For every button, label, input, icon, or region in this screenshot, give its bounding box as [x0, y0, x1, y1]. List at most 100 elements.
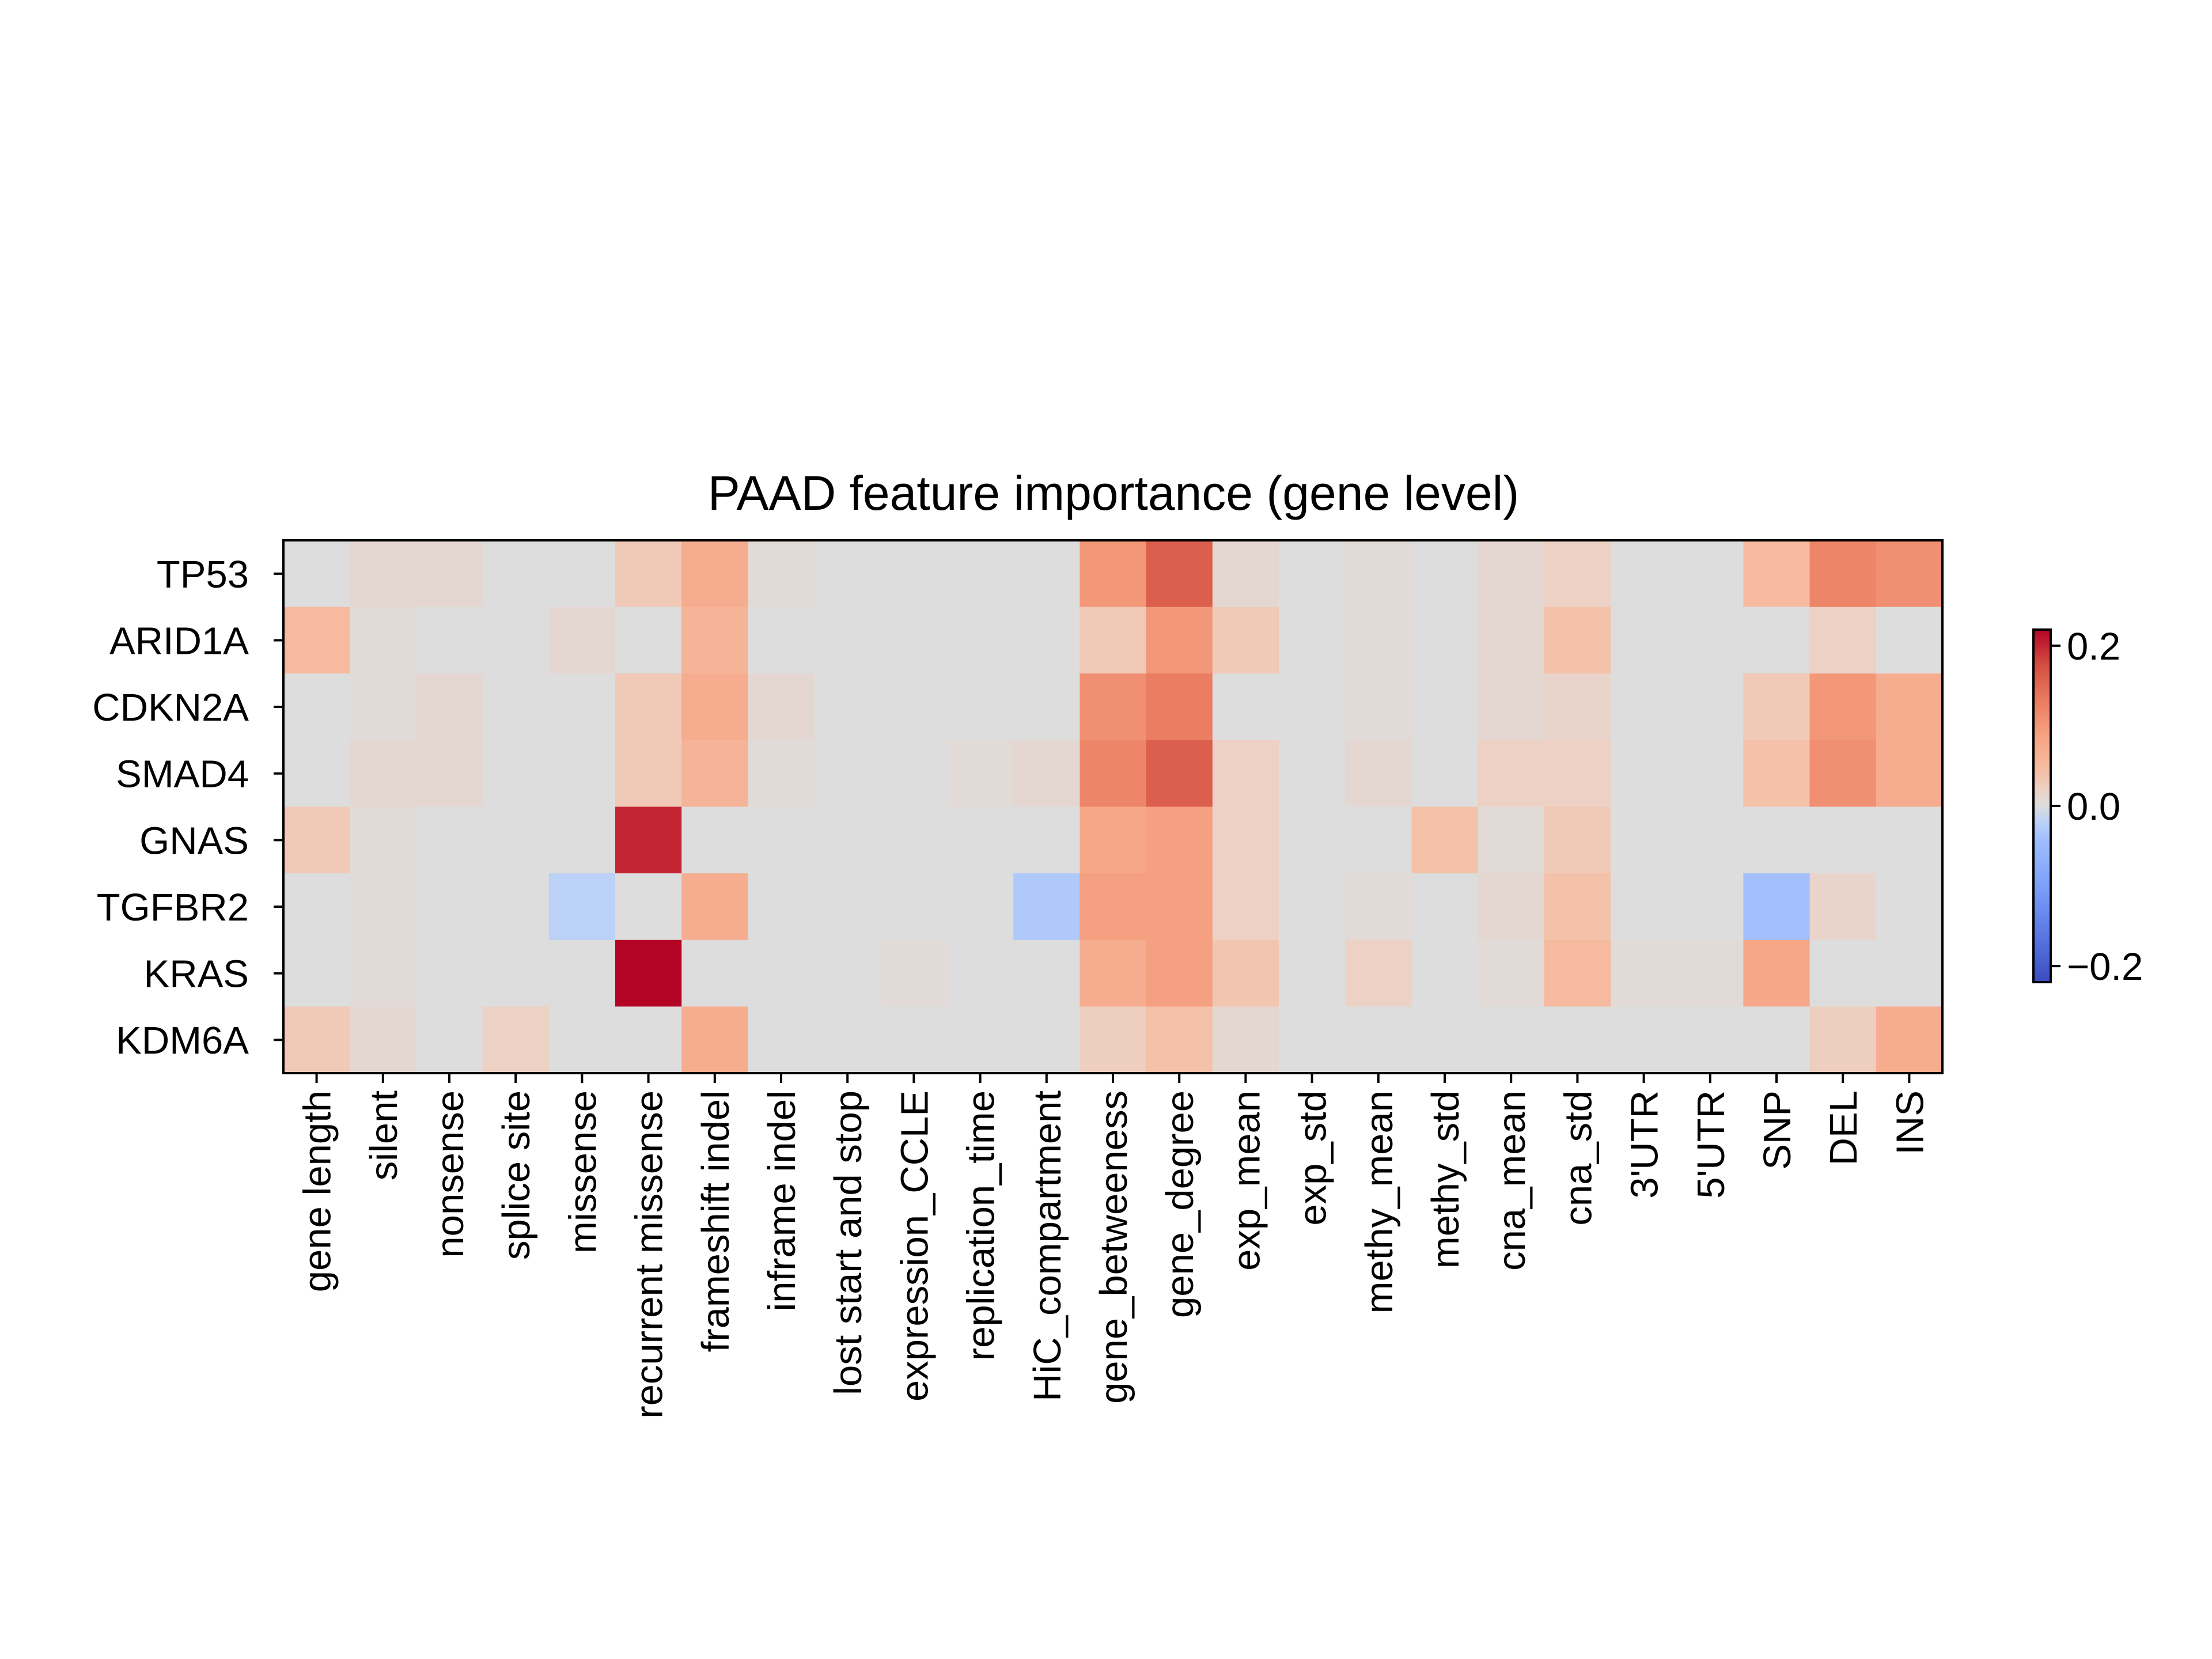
heatmap-cell [1279, 940, 1346, 1007]
heatmap-cell [283, 540, 350, 608]
colorbar-ticks: 0.2 0.0 −0.2 [2051, 625, 2143, 988]
heatmap-cell [1743, 873, 1810, 941]
heatmap-cell [1080, 940, 1147, 1007]
heatmap-cell [416, 940, 483, 1007]
heatmap-cell [748, 940, 815, 1007]
heatmap-cell [1677, 940, 1744, 1007]
heatmap-cell [748, 540, 815, 608]
heatmap-cell [1013, 806, 1080, 874]
heatmap-cell [1013, 1006, 1080, 1074]
heatmap-cell [482, 806, 550, 874]
heatmap-cell [947, 673, 1014, 741]
heatmap-cell [1013, 673, 1080, 741]
heatmap-cell [1611, 740, 1677, 808]
heatmap-cell [1411, 540, 1479, 608]
heatmap-cell [283, 940, 350, 1007]
heatmap-cell [1611, 873, 1677, 941]
heatmap-cell [748, 806, 815, 874]
heatmap-cell [1013, 540, 1080, 608]
heatmap-cell [615, 607, 682, 674]
heatmap-cell [1013, 940, 1080, 1007]
heatmap-cell [947, 873, 1014, 941]
heatmap-cell [947, 940, 1014, 1007]
heatmap-cell [416, 673, 483, 741]
heatmap-cell [1809, 607, 1877, 674]
heatmap-cell [681, 873, 748, 941]
column-label: silent [362, 1090, 406, 1181]
heatmap-cell [814, 673, 881, 741]
row-label: SMAD4 [116, 753, 249, 796]
heatmap-cell [1677, 1006, 1744, 1074]
heatmap-cell [681, 540, 748, 608]
heatmap-cell [350, 540, 416, 608]
heatmap-cell [1478, 673, 1545, 741]
column-label: exp_mean [1225, 1090, 1268, 1271]
colorbar: 0.2 0.0 −0.2 [2032, 625, 2143, 988]
heatmap-cell [1809, 1006, 1877, 1074]
heatmap-cell [1279, 740, 1346, 808]
heatmap-cell [615, 540, 682, 608]
heatmap-cell [1080, 873, 1147, 941]
heatmap-cell [548, 673, 616, 741]
heatmap-cell [1677, 806, 1744, 874]
heatmap-cell [1345, 740, 1412, 808]
heatmap-cell [482, 740, 550, 808]
heatmap-cell [1876, 806, 1943, 874]
heatmap-cell [1611, 806, 1677, 874]
heatmap-cell [1677, 673, 1744, 741]
heatmap-cell [548, 873, 616, 941]
heatmap-cell [1212, 540, 1279, 608]
heatmap-cell [350, 607, 416, 674]
heatmap-cell [748, 740, 815, 808]
column-label: exp_std [1291, 1090, 1335, 1226]
heatmap-cell [416, 806, 483, 874]
heatmap-cell [1212, 806, 1279, 874]
heatmap-cell [1478, 1006, 1545, 1074]
heatmap-cell [1080, 806, 1147, 874]
heatmap-cell [1411, 740, 1479, 808]
column-label: DEL [1822, 1090, 1865, 1165]
heatmap-cell [1478, 873, 1545, 941]
colorbar-gradient [2032, 628, 2052, 983]
heatmap-cell [1279, 540, 1346, 608]
heatmap-cell [880, 806, 948, 874]
heatmap-cell [1345, 540, 1412, 608]
row-label: TP53 [157, 553, 249, 596]
heatmap-cell [1611, 1006, 1677, 1074]
heatmap-cell [1478, 806, 1545, 874]
heatmap-cell [1279, 806, 1346, 874]
heatmap-cell [1080, 740, 1147, 808]
row-label: TGFBR2 [97, 886, 249, 929]
heatmap-cell [615, 673, 682, 741]
heatmap-cell [1876, 940, 1943, 1007]
heatmap-cell [681, 673, 748, 741]
heatmap-cell [1478, 940, 1545, 1007]
row-label: KDM6A [116, 1019, 249, 1062]
heatmap-cell [1677, 540, 1744, 608]
heatmap-cell [350, 806, 416, 874]
heatmap-cell [947, 740, 1014, 808]
column-label: INS [1888, 1090, 1931, 1155]
column-tick-labels: gene length silent nonsense splice site miss… [296, 1073, 1931, 1419]
column-label: cna_std [1556, 1090, 1600, 1226]
heatmap-cell [350, 940, 416, 1007]
row-label: KRAS [144, 953, 249, 996]
heatmap-cell [814, 540, 881, 608]
heatmap-cell [1544, 540, 1611, 608]
heatmap-cell [1080, 673, 1147, 741]
column-label: inframe indel [760, 1090, 804, 1312]
heatmap-cell [1212, 1006, 1279, 1074]
heatmap-cell [814, 1006, 881, 1074]
heatmap-cell [681, 940, 748, 1007]
heatmap-cell [1212, 873, 1279, 941]
heatmap-cell [1146, 940, 1213, 1007]
column-label: recurrent missense [628, 1090, 671, 1419]
heatmap-cell [350, 1006, 416, 1074]
heatmap-cell [1279, 1006, 1346, 1074]
heatmap-cell [1743, 540, 1810, 608]
heatmap-cell [1411, 806, 1479, 874]
heatmap-cell [1478, 540, 1545, 608]
heatmap-cell [1611, 673, 1677, 741]
heatmap-cell [482, 607, 550, 674]
